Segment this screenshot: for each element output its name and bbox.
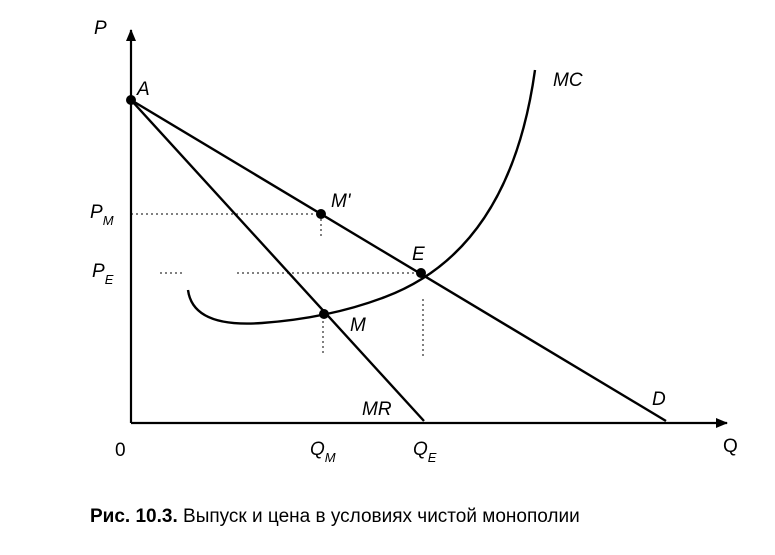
point-m-prime-marker [316, 209, 326, 219]
point-e-label: E [412, 244, 425, 265]
quantity-label-qe: QE [413, 439, 437, 465]
demand-curve-label: D [652, 389, 666, 410]
guide-lines [131, 213, 424, 358]
figure-title: Выпуск и цена в условиях чистой монополи… [183, 506, 580, 527]
monopoly-diagram: P Q 0 PM PE QM QE D MR MC A M' E M [90, 18, 738, 465]
point-a-label: A [136, 79, 150, 100]
figure-caption: Рис. 10.3. Выпуск и цена в условиях чист… [90, 506, 580, 528]
price-label-pm: PM [90, 202, 114, 228]
marginal-cost-curve [186, 69, 537, 325]
quantity-label-qm: QM [310, 439, 336, 465]
price-label-pe: PE [92, 261, 114, 287]
point-e-marker [416, 268, 426, 278]
y-axis-label: P [94, 18, 107, 39]
marginal-revenue-label: MR [362, 399, 392, 420]
origin-label: 0 [115, 440, 126, 461]
marginal-cost-label: MC [553, 70, 583, 91]
marginal-revenue-curve [130, 99, 425, 422]
x-axis-label: Q [723, 436, 738, 457]
demand-curve [130, 98, 667, 423]
point-a-marker [126, 95, 136, 105]
figure-number: Рис. 10.3. [90, 506, 178, 527]
point-m-label: M [350, 315, 366, 336]
point-m-marker [319, 309, 329, 319]
point-m-prime-label: M' [331, 191, 352, 212]
